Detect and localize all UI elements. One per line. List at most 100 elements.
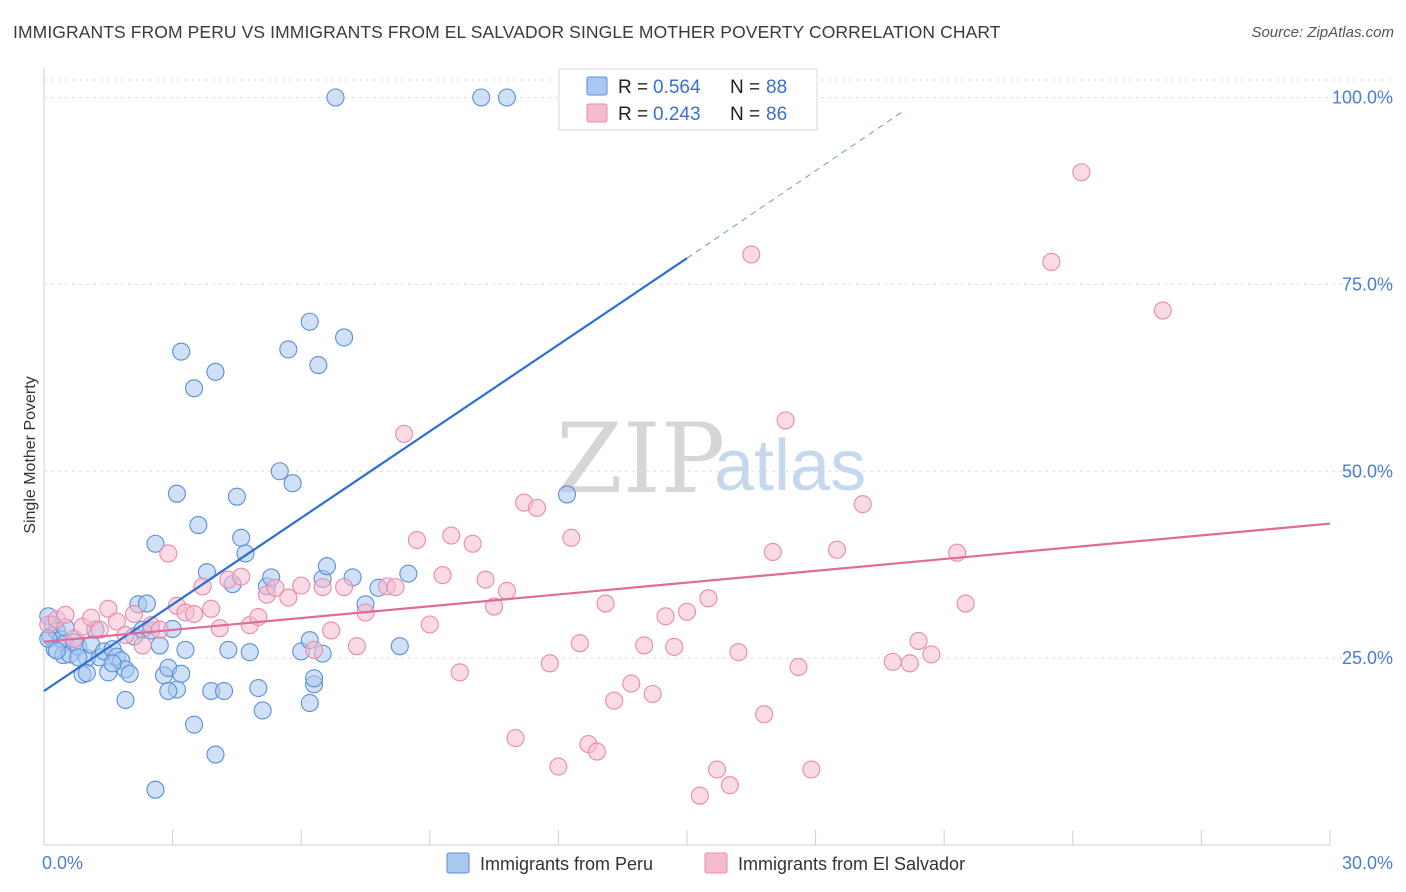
- point-el-salvador: [335, 578, 354, 597]
- point-peru: [557, 485, 577, 504]
- x-tick-min: 0.0%: [42, 853, 83, 873]
- point-el-salvador: [1072, 163, 1091, 182]
- point-peru: [137, 594, 156, 613]
- legend-peru-n-label: N =: [730, 77, 760, 98]
- point-el-salvador: [909, 631, 928, 650]
- point-el-salvador: [827, 540, 847, 559]
- point-el-salvador: [56, 605, 75, 624]
- legend-peru-r-label: R =: [618, 77, 648, 98]
- point-peru: [189, 516, 208, 535]
- point-peru: [206, 745, 225, 764]
- point-el-salvador: [133, 636, 152, 655]
- point-el-salvador: [802, 760, 821, 779]
- point-el-salvador: [99, 599, 118, 618]
- point-el-salvador: [202, 599, 221, 618]
- point-el-salvador: [107, 612, 126, 631]
- point-peru: [172, 664, 191, 683]
- point-peru: [120, 664, 139, 683]
- y-tick-label: 75.0%: [1342, 274, 1393, 294]
- legend-els-n-label: N =: [730, 104, 760, 125]
- legend-els-n-value: 86: [766, 104, 787, 125]
- point-el-salvador: [755, 705, 774, 724]
- point-el-salvador: [776, 411, 795, 430]
- legend-els-r-label: R =: [618, 104, 648, 125]
- point-el-salvador: [433, 566, 452, 585]
- point-el-salvador: [442, 526, 461, 545]
- point-el-salvador: [549, 757, 568, 776]
- point-el-salvador: [506, 729, 525, 748]
- trend-lines: [43, 112, 1331, 692]
- legend-els-r-value: 0.243: [653, 104, 701, 125]
- point-el-salvador: [463, 534, 482, 553]
- point-el-salvador: [1042, 252, 1061, 272]
- point-peru: [167, 484, 186, 503]
- point-el-salvador: [347, 637, 366, 656]
- point-peru: [184, 715, 204, 734]
- point-peru: [399, 564, 418, 583]
- point-peru: [146, 780, 165, 799]
- point-peru: [309, 356, 328, 375]
- point-el-salvador: [763, 542, 782, 562]
- point-peru: [300, 693, 319, 713]
- point-peru: [279, 340, 298, 359]
- point-el-salvador: [643, 684, 662, 704]
- point-el-salvador: [232, 567, 251, 586]
- y-tick-label: 25.0%: [1342, 648, 1393, 668]
- legend: R = 0.564 N = 88 R = 0.243 N = 86: [558, 68, 818, 131]
- point-el-salvador: [305, 640, 324, 659]
- point-el-salvador: [853, 495, 872, 514]
- point-el-salvador: [956, 594, 975, 613]
- point-peru: [240, 643, 259, 662]
- point-peru: [219, 640, 238, 659]
- point-peru: [146, 534, 165, 553]
- legend-swatch-peru: [586, 76, 608, 96]
- point-el-salvador: [313, 578, 332, 597]
- y-tick-labels: 25.0% 50.0% 75.0% 100.0%: [1332, 88, 1393, 669]
- watermark-zip: ZIP: [556, 403, 725, 515]
- point-el-salvador: [497, 581, 517, 600]
- point-el-salvador: [587, 742, 607, 761]
- point-el-salvador: [540, 654, 559, 673]
- point-peru: [305, 669, 324, 688]
- watermark: ZIP atlas: [556, 403, 866, 515]
- point-el-salvador: [395, 424, 414, 443]
- point-peru: [227, 487, 246, 506]
- point-el-salvador: [407, 530, 426, 550]
- point-el-salvador: [159, 544, 178, 563]
- point-peru: [159, 681, 178, 701]
- chart-source: Source: ZipAtlas.com: [1251, 24, 1394, 41]
- point-el-salvador: [450, 663, 469, 682]
- point-el-salvador: [184, 604, 204, 624]
- legend-peru-r-value: 0.564: [653, 77, 701, 98]
- legend-swatch-els: [586, 103, 608, 123]
- point-peru: [335, 328, 354, 347]
- point-peru: [270, 462, 289, 481]
- legend-peru-n-value: 88: [766, 77, 787, 98]
- point-el-salvador: [562, 528, 581, 547]
- point-peru: [184, 379, 204, 398]
- trend-el-salvador: [43, 522, 1331, 643]
- point-peru: [472, 88, 491, 107]
- series-peru-points: [39, 88, 577, 799]
- bottom-legend-swatch-els: [704, 852, 728, 874]
- point-peru: [249, 678, 268, 698]
- point-el-salvador: [922, 645, 941, 664]
- y-tick-label: 100.0%: [1332, 88, 1393, 108]
- point-el-salvador: [707, 760, 727, 779]
- x-tick-max: 30.0%: [1342, 853, 1393, 873]
- point-peru: [47, 641, 66, 660]
- axes: [43, 68, 1331, 846]
- point-peru: [232, 528, 251, 547]
- point-peru: [116, 690, 135, 710]
- point-el-salvador: [90, 620, 109, 639]
- point-peru: [317, 557, 336, 576]
- point-peru: [176, 640, 195, 659]
- point-el-salvador: [527, 498, 547, 517]
- point-el-salvador: [665, 637, 684, 656]
- point-el-salvador: [699, 589, 718, 608]
- point-el-salvador: [742, 245, 761, 264]
- y-axis-label: Single Mother Poverty: [22, 376, 39, 533]
- point-peru: [214, 681, 234, 701]
- point-el-salvador: [635, 636, 654, 655]
